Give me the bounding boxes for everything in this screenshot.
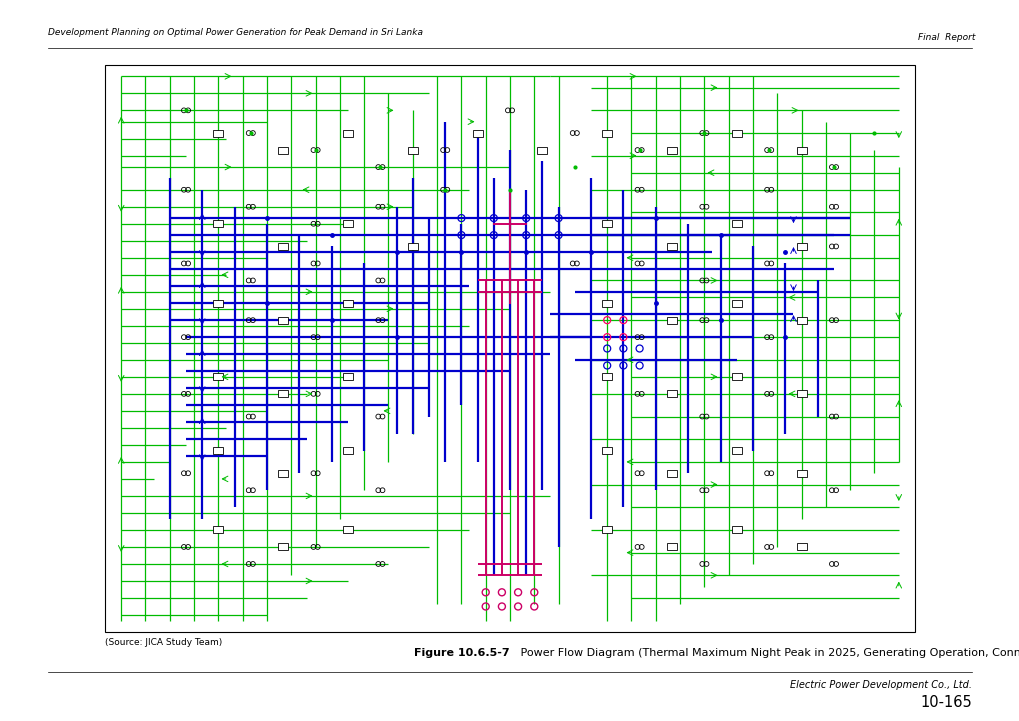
Bar (342, 220, 353, 227)
Bar (731, 373, 741, 381)
Bar (213, 220, 223, 227)
Bar (731, 130, 741, 136)
Bar (408, 146, 418, 154)
Bar (213, 373, 223, 381)
Bar (213, 526, 223, 534)
Text: Development Planning on Optimal Power Generation for Peak Demand in Sri Lanka: Development Planning on Optimal Power Ge… (48, 28, 423, 37)
Bar (278, 317, 288, 324)
Bar (796, 544, 806, 550)
Bar (666, 146, 677, 154)
Text: Final  Report: Final Report (917, 33, 974, 42)
Bar (666, 390, 677, 397)
Text: Figure 10.6.5-7: Figure 10.6.5-7 (414, 648, 510, 658)
Text: 10-165: 10-165 (919, 695, 971, 710)
Bar (796, 390, 806, 397)
Bar (601, 220, 611, 227)
Bar (278, 470, 288, 477)
Bar (796, 317, 806, 324)
Bar (796, 243, 806, 250)
Bar (342, 373, 353, 381)
Bar (731, 220, 741, 227)
Bar (342, 300, 353, 306)
Bar (213, 130, 223, 136)
Bar (731, 300, 741, 306)
Bar (537, 146, 547, 154)
Bar (408, 243, 418, 250)
Text: Electric Power Development Co., Ltd.: Electric Power Development Co., Ltd. (790, 680, 971, 690)
Bar (342, 447, 353, 454)
Bar (278, 146, 288, 154)
Bar (601, 373, 611, 381)
Bar (278, 390, 288, 397)
Bar (601, 130, 611, 136)
Bar (342, 526, 353, 534)
Bar (666, 317, 677, 324)
Bar (796, 146, 806, 154)
Bar (666, 470, 677, 477)
Text: Power Flow Diagram (Thermal Maximum Night Peak in 2025, Generating Operation, Co: Power Flow Diagram (Thermal Maximum Nigh… (510, 648, 1019, 658)
Bar (472, 130, 482, 136)
Bar (105, 65, 914, 632)
Bar (342, 130, 353, 136)
Bar (278, 544, 288, 550)
Text: (Source: JICA Study Team): (Source: JICA Study Team) (105, 638, 222, 647)
Bar (601, 526, 611, 534)
Bar (731, 526, 741, 534)
Bar (213, 447, 223, 454)
Bar (666, 544, 677, 550)
Bar (796, 470, 806, 477)
Bar (666, 243, 677, 250)
Bar (601, 300, 611, 306)
Bar (213, 300, 223, 306)
Bar (278, 243, 288, 250)
Bar (731, 447, 741, 454)
Bar (601, 447, 611, 454)
